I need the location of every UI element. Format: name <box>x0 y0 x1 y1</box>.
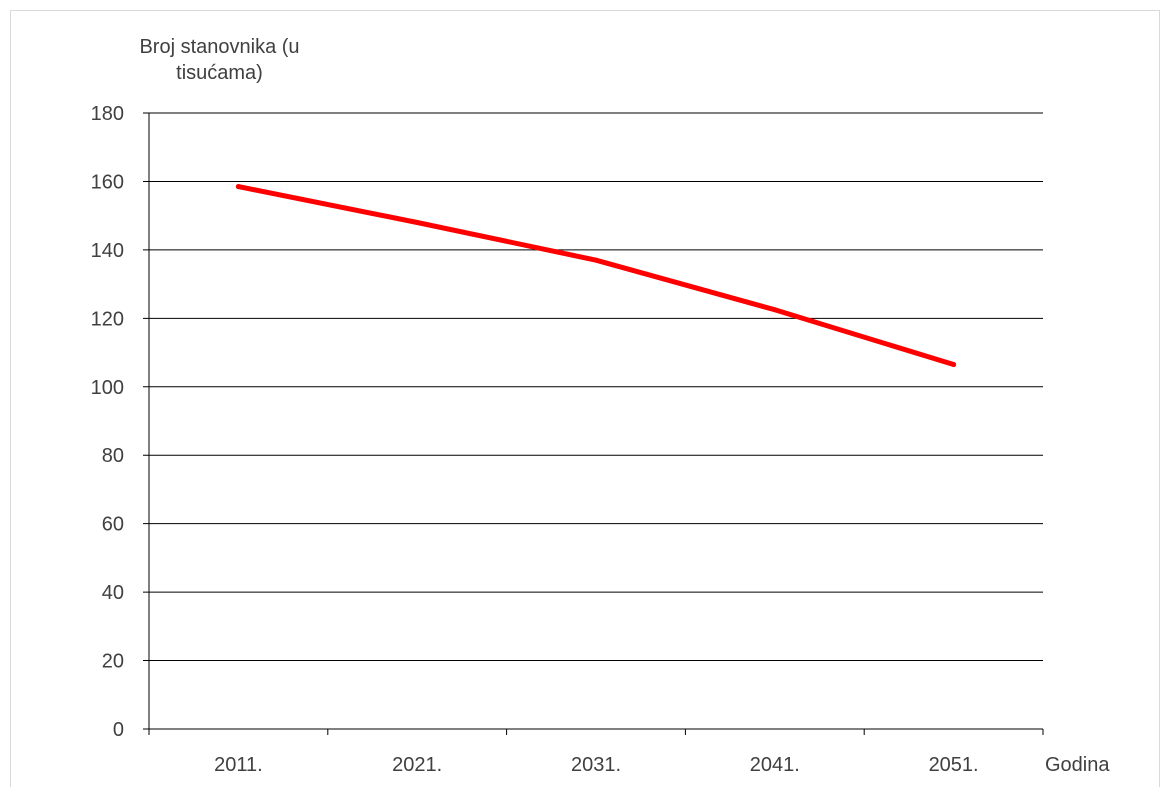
axes <box>148 113 1044 735</box>
x-tick-label: 2041. <box>750 754 800 776</box>
y-tick-label: 60 <box>102 514 124 536</box>
gridlines <box>143 112 1043 730</box>
data-point <box>593 257 599 263</box>
x-tick-label: 2051. <box>929 754 979 776</box>
y-tick-label: 0 <box>113 719 124 741</box>
data-point <box>414 220 420 226</box>
x-axis-label: Godina <box>1045 754 1110 776</box>
y-tick-label: 80 <box>102 445 124 467</box>
series-layer <box>235 184 957 368</box>
y-tick-label: 40 <box>102 582 124 604</box>
y-tick-label: 100 <box>91 377 124 399</box>
y-tick-label: 20 <box>102 651 124 673</box>
data-point <box>772 307 778 313</box>
x-tick-label: 2031. <box>571 754 621 776</box>
series-line-0 <box>235 184 957 368</box>
data-point <box>235 184 241 190</box>
x-tick-label: 2021. <box>392 754 442 776</box>
x-tick-label: 2011. <box>214 754 263 776</box>
y-tick-label: 120 <box>91 308 124 330</box>
y-axis-label: Broj stanovnika (u tisućama) <box>139 36 300 84</box>
y-tick-label: 140 <box>91 240 124 262</box>
tick-labels: 0 20 40 60 80 100 120 140 160 180 2011. 2021. 2031. 2… <box>91 103 1111 776</box>
chart-frame <box>10 10 1160 787</box>
y-tick-label: 160 <box>91 171 124 193</box>
y-tick-label: 180 <box>91 103 124 125</box>
data-point <box>951 362 957 368</box>
